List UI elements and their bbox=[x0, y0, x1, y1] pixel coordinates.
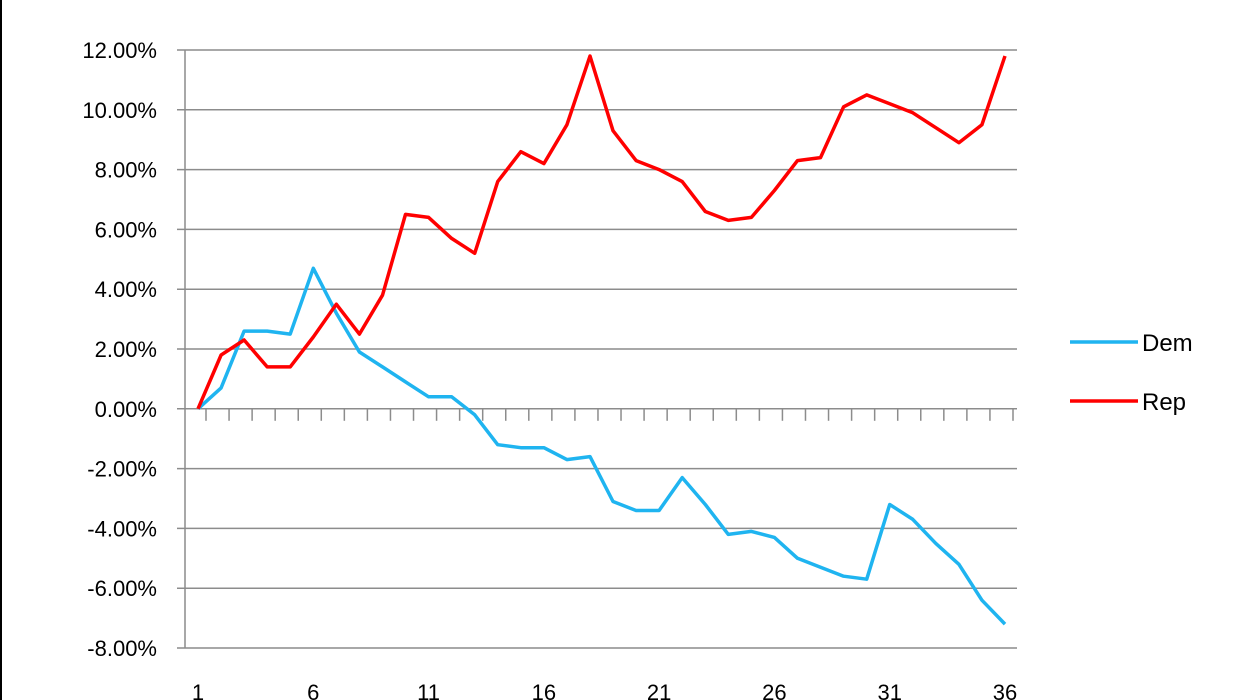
x-tick-label: 31 bbox=[877, 680, 901, 700]
x-tick-label: 26 bbox=[762, 680, 786, 700]
legend-label-dem: Dem bbox=[1142, 330, 1193, 357]
x-tick-label: 6 bbox=[307, 680, 319, 700]
y-tick-label: 6.00% bbox=[95, 217, 157, 242]
x-tick-label: 16 bbox=[532, 680, 556, 700]
x-tick-label: 1 bbox=[192, 680, 204, 700]
y-tick-label: -8.00% bbox=[87, 636, 157, 661]
y-tick-label: 12.00% bbox=[82, 38, 157, 63]
legend-label-rep: Rep bbox=[1142, 389, 1186, 416]
y-tick-label: 0.00% bbox=[95, 397, 157, 422]
series-lines bbox=[196, 54, 1007, 626]
x-axis bbox=[205, 408, 1017, 421]
y-axis-tick-labels: 12.00% 10.00% 8.00% 6.00% 4.00% 2.00% 0.00% -2.… bbox=[82, 38, 157, 661]
series-line-rep bbox=[196, 54, 1007, 410]
series-line-dem bbox=[196, 266, 1007, 626]
y-tick-label: -2.00% bbox=[87, 457, 157, 482]
y-tick-label: 4.00% bbox=[95, 277, 157, 302]
y-tick-label: 10.00% bbox=[82, 98, 157, 123]
legend: Dem Rep bbox=[1070, 330, 1193, 416]
x-tick-label: 21 bbox=[647, 680, 671, 700]
y-tick-label: 2.00% bbox=[95, 337, 157, 362]
y-tick-label: -6.00% bbox=[87, 576, 157, 601]
y-tick-label: -4.00% bbox=[87, 516, 157, 541]
y-tick-label: 8.00% bbox=[95, 158, 157, 183]
x-tick-label: 11 bbox=[417, 680, 440, 700]
x-tick-label: 36 bbox=[993, 680, 1017, 700]
x-axis-tick-labels: 1 6 11 16 21 26 31 36 bbox=[192, 680, 1017, 700]
